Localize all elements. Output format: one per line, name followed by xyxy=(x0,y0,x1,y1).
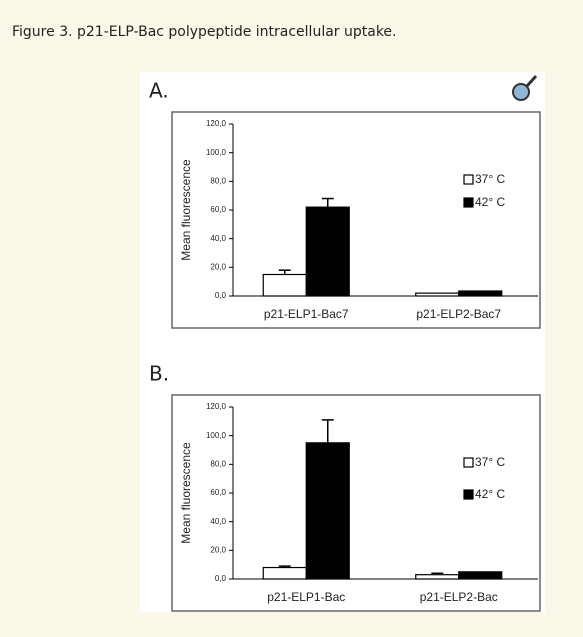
y-tick-label: 20,0 xyxy=(210,545,226,554)
x-tick-label: p21-ELP1-Bac xyxy=(267,590,345,604)
error-bar xyxy=(321,419,334,443)
error-bar xyxy=(321,197,334,208)
legend-label: 42° C xyxy=(475,195,505,209)
legend-swatch xyxy=(463,457,474,468)
error-bar xyxy=(431,572,444,575)
legend-label: 37° C xyxy=(475,172,505,186)
bar xyxy=(262,273,307,297)
y-tick-label: 60,0 xyxy=(210,488,226,497)
error-bar xyxy=(278,565,291,568)
legend-swatch xyxy=(463,489,474,500)
bar xyxy=(305,442,350,580)
bar xyxy=(458,290,503,297)
y-tick-label: 80,0 xyxy=(210,176,226,185)
y-axis-label: Mean fluorescence xyxy=(179,442,193,544)
y-tick-label: 0,0 xyxy=(215,291,227,300)
panel-label: B. xyxy=(149,362,169,386)
bar xyxy=(415,574,460,580)
error-bar xyxy=(278,269,291,275)
y-tick-label: 60,0 xyxy=(210,205,226,214)
panel-label: A. xyxy=(149,79,169,103)
y-tick-label: 100,0 xyxy=(206,431,227,440)
bar xyxy=(458,571,503,580)
y-tick-label: 0,0 xyxy=(215,574,227,583)
legend-label: 37° C xyxy=(475,455,505,469)
bar xyxy=(305,206,350,297)
zoom-icon[interactable] xyxy=(512,74,538,101)
y-tick-label: 40,0 xyxy=(210,517,226,526)
figure-caption: Figure 3. p21-ELP-Bac polypeptide intrac… xyxy=(12,24,397,40)
y-tick-label: 80,0 xyxy=(210,459,226,468)
legend-swatch xyxy=(463,174,474,185)
y-tick-label: 120,0 xyxy=(206,119,227,128)
plot-frame xyxy=(171,111,541,329)
plot-frame xyxy=(171,394,541,612)
y-tick-label: 120,0 xyxy=(206,402,227,411)
y-tick-label: 40,0 xyxy=(210,234,226,243)
legend-swatch xyxy=(463,197,474,208)
x-tick-label: p21-ELP2-Bac7 xyxy=(416,307,501,321)
bar xyxy=(262,566,307,580)
legend-label: 42° C xyxy=(475,487,505,501)
y-tick-label: 100,0 xyxy=(206,148,227,157)
bar xyxy=(415,292,460,297)
x-tick-label: p21-ELP1-Bac7 xyxy=(264,307,349,321)
x-tick-label: p21-ELP2-Bac xyxy=(420,590,498,604)
y-axis-label: Mean fluorescence xyxy=(179,159,193,261)
y-tick-label: 20,0 xyxy=(210,262,226,271)
